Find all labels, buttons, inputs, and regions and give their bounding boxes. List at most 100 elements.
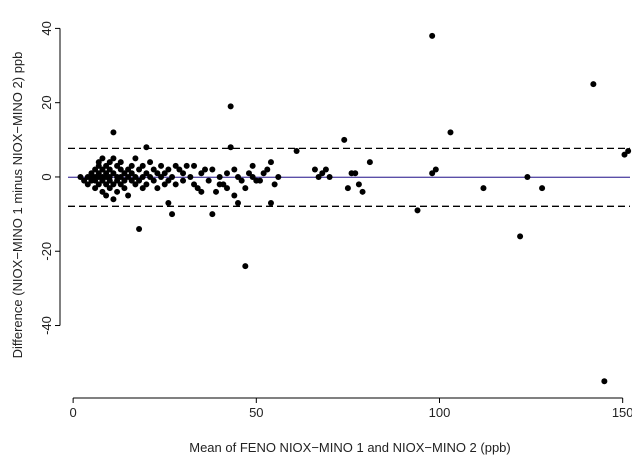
point — [99, 155, 106, 162]
point — [158, 162, 165, 169]
point — [114, 177, 121, 184]
point — [231, 166, 238, 173]
point — [139, 162, 146, 169]
point — [293, 147, 300, 154]
point — [238, 177, 245, 184]
point — [245, 170, 252, 177]
point — [169, 173, 176, 180]
point — [172, 162, 179, 169]
point — [275, 173, 282, 180]
point — [114, 188, 121, 195]
point — [139, 173, 146, 180]
point — [344, 185, 351, 192]
point — [136, 177, 143, 184]
point — [165, 177, 172, 184]
point — [125, 173, 132, 180]
point — [539, 185, 546, 192]
point — [110, 181, 117, 188]
point — [92, 185, 99, 192]
point — [213, 188, 220, 195]
point — [176, 166, 183, 173]
point — [194, 185, 201, 192]
point — [352, 170, 359, 177]
point — [311, 166, 318, 173]
point — [601, 378, 608, 385]
point — [150, 177, 157, 184]
point — [191, 181, 198, 188]
x-tick-label: 150 — [612, 405, 632, 420]
point — [165, 166, 172, 173]
point — [103, 181, 110, 188]
point — [150, 166, 157, 173]
y-tick-label: -40 — [39, 316, 54, 335]
point — [99, 166, 106, 173]
point — [106, 166, 113, 173]
point — [103, 162, 110, 169]
point — [183, 162, 190, 169]
point — [132, 181, 139, 188]
point — [355, 181, 362, 188]
point — [242, 185, 249, 192]
point — [429, 32, 436, 39]
point — [169, 211, 176, 218]
point — [154, 185, 161, 192]
point — [227, 144, 234, 151]
point — [198, 170, 205, 177]
point — [517, 233, 524, 240]
point — [191, 162, 198, 169]
point — [480, 185, 487, 192]
point — [128, 162, 135, 169]
x-axis-label: Mean of FENO NIOX−MINO 1 and NIOX−MINO 2… — [189, 440, 511, 455]
point — [234, 173, 241, 180]
point — [249, 162, 256, 169]
point — [136, 225, 143, 232]
point — [432, 166, 439, 173]
point — [271, 181, 278, 188]
point — [143, 144, 150, 151]
point — [95, 159, 102, 166]
point — [165, 199, 172, 206]
y-axis-label: Difference (NIOX−MINO 1 minus NIOX−MINO … — [10, 52, 25, 359]
point — [92, 166, 99, 173]
point — [110, 170, 117, 177]
point — [125, 192, 132, 199]
point — [227, 103, 234, 110]
point — [260, 170, 267, 177]
point — [110, 196, 117, 203]
point — [99, 188, 106, 195]
x-tick-label: 0 — [70, 405, 77, 420]
point — [110, 155, 117, 162]
y-tick-label: -20 — [39, 242, 54, 261]
point — [103, 192, 110, 199]
point — [319, 170, 326, 177]
y-tick-label: 20 — [39, 95, 54, 109]
point — [202, 166, 209, 173]
point — [429, 170, 436, 177]
point — [625, 147, 632, 154]
point — [95, 181, 102, 188]
point — [180, 177, 187, 184]
point — [205, 177, 212, 184]
x-tick-label: 50 — [249, 405, 263, 420]
point — [322, 166, 329, 173]
point — [121, 185, 128, 192]
point — [231, 192, 238, 199]
point — [158, 173, 165, 180]
point — [117, 181, 124, 188]
point — [447, 129, 454, 136]
point — [180, 170, 187, 177]
point — [161, 170, 168, 177]
point — [267, 159, 274, 166]
point — [121, 170, 128, 177]
point — [315, 173, 322, 180]
point — [216, 173, 223, 180]
point — [106, 173, 113, 180]
point — [117, 166, 124, 173]
point — [366, 159, 373, 166]
point — [590, 81, 597, 88]
point — [106, 159, 113, 166]
point — [209, 211, 216, 218]
point — [77, 173, 84, 180]
point — [341, 136, 348, 143]
